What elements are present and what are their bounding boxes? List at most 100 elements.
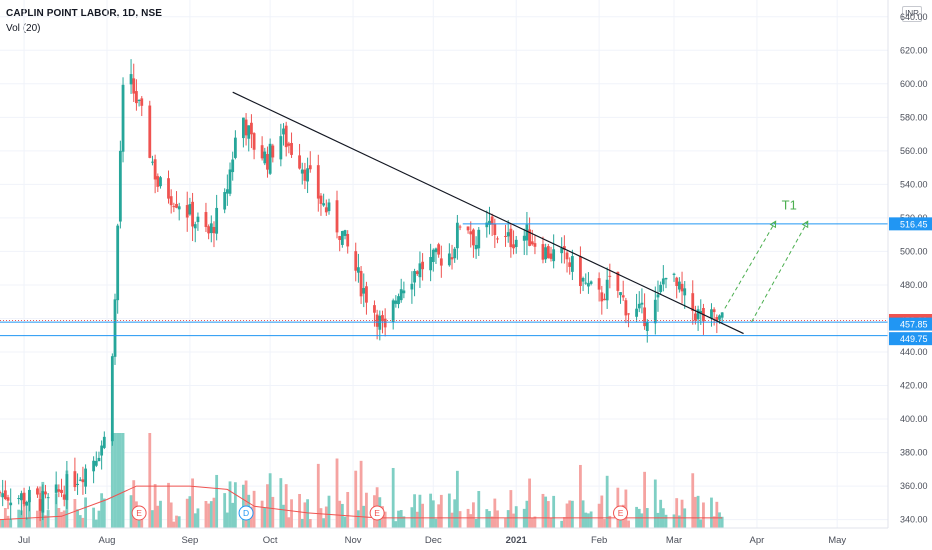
candle	[335, 200, 339, 233]
volume-bar	[397, 510, 400, 528]
volume-bar	[209, 501, 213, 528]
candle	[712, 309, 716, 313]
volume-bar	[383, 511, 387, 528]
candle	[383, 318, 387, 328]
time-axis[interactable]: Jul Aug Sep Oct Nov Dec 2021 Feb Mar Apr May	[0, 527, 888, 546]
candle	[167, 178, 170, 199]
candle	[696, 309, 700, 320]
candle	[530, 241, 534, 245]
candle	[94, 460, 98, 466]
volume-bars	[0, 433, 724, 528]
candle	[132, 78, 136, 94]
candle	[710, 309, 713, 319]
volume-bar	[148, 433, 152, 528]
candle	[434, 248, 438, 253]
price-tag	[889, 332, 932, 346]
volume-bar	[656, 512, 660, 528]
candle	[241, 117, 245, 139]
volume-bar	[458, 511, 462, 528]
volume-bar	[675, 498, 679, 528]
symbol-title: CAPLIN POINT LABOR, 1D, NSE	[6, 8, 163, 19]
volume-bar	[207, 503, 211, 528]
x-tick-label: Dec	[425, 535, 442, 546]
candle	[324, 207, 328, 213]
earnings-marker	[369, 505, 385, 521]
earnings-marker-label: E	[136, 508, 142, 518]
candle	[528, 229, 531, 246]
volume-bar	[212, 497, 216, 528]
candle	[488, 220, 491, 225]
candle	[41, 491, 45, 513]
volume-bar	[204, 501, 208, 528]
candle	[110, 356, 114, 442]
volume-bar	[231, 502, 235, 528]
volume-bar	[694, 496, 697, 528]
candle	[84, 468, 87, 487]
candle	[100, 445, 104, 456]
candle	[148, 105, 152, 158]
candle	[225, 189, 229, 194]
volume-bar	[608, 515, 612, 528]
price-axis[interactable]: 340.00360.00380.00400.00420.00440.00460.…	[887, 0, 932, 528]
x-tick-label: Feb	[591, 535, 607, 546]
volume-bar	[84, 497, 87, 528]
candle	[54, 484, 58, 493]
candle	[680, 283, 684, 292]
volume-bar	[19, 510, 23, 528]
candle	[46, 497, 50, 499]
volume-bar	[175, 515, 178, 528]
candle	[172, 206, 176, 208]
volume-bar	[121, 433, 125, 528]
candle	[121, 84, 125, 152]
volume-indicator-label[interactable]: Vol (20)	[6, 23, 41, 34]
candle	[1, 493, 5, 498]
target-label: T1	[782, 197, 797, 212]
candle	[78, 479, 82, 481]
y-tick-label: 560.00	[900, 146, 928, 156]
currency-label[interactable]: INR	[902, 6, 922, 22]
candle	[153, 159, 157, 180]
volume-bar	[57, 508, 61, 528]
volume-bar	[28, 497, 31, 528]
candle	[102, 436, 106, 448]
volume-bar	[0, 519, 2, 528]
volume-bar	[287, 517, 291, 528]
candle	[659, 284, 663, 293]
candle	[212, 226, 216, 234]
candle	[3, 490, 7, 499]
candle	[415, 271, 419, 275]
volume-bar	[488, 511, 491, 528]
candle	[394, 300, 398, 304]
candle	[209, 223, 213, 234]
volume-bar	[525, 500, 529, 528]
candle	[718, 315, 721, 320]
candle	[22, 492, 26, 505]
candle	[661, 278, 665, 285]
candles	[0, 59, 724, 522]
candle	[60, 489, 63, 494]
volume-bar	[110, 433, 114, 528]
volume-bar	[584, 512, 588, 528]
candle	[616, 271, 620, 291]
volume-bar	[357, 510, 360, 528]
earnings-marker-label: E	[374, 508, 380, 518]
candle	[431, 249, 435, 262]
volume-bar	[167, 482, 170, 528]
drawings[interactable]: T1	[0, 91, 888, 337]
y-tick-label: 480.00	[900, 280, 928, 290]
candle	[188, 204, 192, 215]
volume-bar	[279, 478, 283, 528]
volume-bar	[54, 493, 58, 528]
target-path	[724, 221, 777, 309]
candle	[544, 247, 548, 260]
volume-bar	[228, 481, 232, 528]
candle	[38, 499, 42, 511]
volume-bar	[640, 513, 644, 528]
volume-bar	[418, 494, 422, 528]
volume-bar	[399, 510, 403, 528]
candle	[231, 159, 235, 173]
candle	[354, 251, 358, 271]
candle	[653, 299, 657, 324]
